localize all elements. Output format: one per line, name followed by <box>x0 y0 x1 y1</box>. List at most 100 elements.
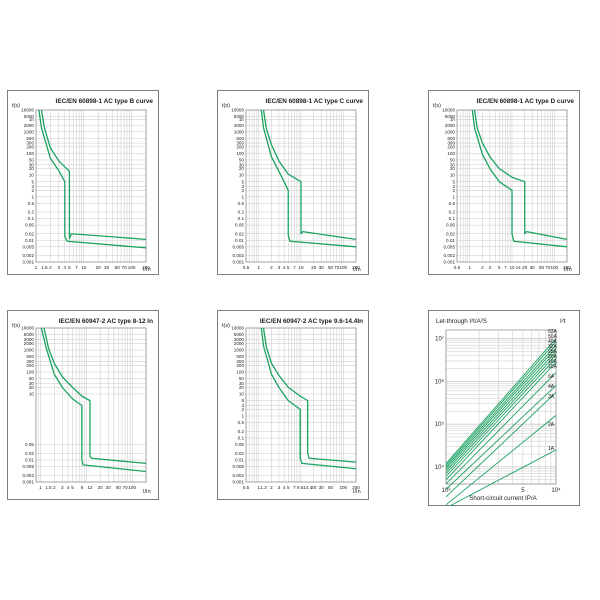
y-tick-label: 0.02 <box>235 231 244 236</box>
y-tick-label: 0.005 <box>444 244 456 249</box>
y-axis-label: t(s) <box>12 323 20 329</box>
y-tick-label: 3 <box>241 184 244 189</box>
plot-area: 1000050003000200010005003002001005030201… <box>21 326 147 490</box>
y-tick-label: 1000 <box>234 129 245 134</box>
y-tick-label: 2 <box>241 407 244 412</box>
y-tick-label: 1 <box>31 194 34 199</box>
series-label: 25A <box>548 349 558 355</box>
y-tick-label: 200 <box>236 144 244 149</box>
y-tick-label: 100 <box>26 151 34 156</box>
x-tick-label: 3 <box>58 265 61 270</box>
y-tick-label: 0.2 <box>449 210 456 215</box>
y-tick-label: 3 <box>31 184 34 189</box>
x-tick-label: 4 <box>64 265 67 270</box>
x-tick-label: 20 <box>98 485 104 490</box>
y-tick-label: 0.1 <box>238 436 245 441</box>
trip-curve-lower <box>40 327 147 473</box>
series-label: 10A <box>548 364 558 370</box>
x-tick-label: 100 <box>339 485 347 490</box>
x-tick-label: 200 <box>352 485 360 490</box>
y-tick-label: 500 <box>236 354 244 359</box>
y-tick-label: 5000 <box>24 332 35 337</box>
y-tick-label: 5 <box>241 179 244 184</box>
y-tick-label: 1 <box>452 194 455 199</box>
x-axis-label: I/In <box>353 267 361 273</box>
y-tick-label: 30 <box>239 162 245 167</box>
y-tick-label: 0.5 <box>449 201 456 206</box>
y-tick-label: 300 <box>447 141 455 146</box>
x-tick-label: 50 <box>328 265 334 270</box>
chart-svg: IEC/EN 60947-2 AC type 9.6-14.4In t(s) I… <box>217 310 369 500</box>
trip-curve-upper <box>262 109 357 241</box>
x-tick-label: 2 <box>270 485 273 490</box>
x-tick-label: 20 <box>522 265 528 270</box>
x-tick-label: 7 <box>293 265 296 270</box>
x-tick-label: 14.4 <box>303 485 312 490</box>
y-tick-label: 0.05 <box>25 223 34 228</box>
y-tick-label: 0.002 <box>444 253 456 258</box>
let-through-line-3A <box>445 392 557 498</box>
x-tick-label: 50 <box>115 265 121 270</box>
y-tick-label: 0.002 <box>23 253 35 258</box>
y-tick-label: 0.01 <box>235 458 244 463</box>
y-tick-label: 0.005 <box>233 244 245 249</box>
y-tick-label: 500 <box>236 136 244 141</box>
y-tick-label: 30 <box>239 381 245 386</box>
let-through-line-50A <box>445 341 557 466</box>
y-tick-label: 2 <box>241 188 244 193</box>
y-tick-label: 50 <box>29 158 35 163</box>
y-tick-label: 1000 <box>445 129 456 134</box>
chart-title: IEC/EN 60898-1 AC type B curve <box>56 98 154 105</box>
y-tick-label: 0.5 <box>238 201 245 206</box>
chart-title: IEC/EN 60898-1 AC type C curve <box>266 98 364 105</box>
y-tick-label: 0.001 <box>23 480 35 485</box>
y-tick-label: 200 <box>447 144 455 149</box>
trip-curve-upper <box>43 327 147 465</box>
y-tick-label: 200 <box>26 363 34 368</box>
series-label: 2A <box>548 422 555 428</box>
y-tick-label: 500 <box>447 136 455 141</box>
series-label: 6A <box>548 374 555 380</box>
series-label: 50A <box>548 334 558 340</box>
y-tick-label: 0.05 <box>25 442 34 447</box>
plot-border <box>35 109 147 263</box>
x-tick-label: 1.5 <box>45 485 52 490</box>
y-tick-label: 300 <box>236 141 244 146</box>
chart-title: IEC/EN 60947-2 AC type 9.6-14.4In <box>260 318 363 325</box>
x-tick-label: 10 <box>81 265 87 270</box>
y-tick-label: 5000 <box>234 332 245 337</box>
x-tick-label: 5 <box>68 265 71 270</box>
x-tick-label: 70 <box>123 485 129 490</box>
x-tick-label: 50 <box>539 265 545 270</box>
y-tick-label: 100 <box>26 370 34 375</box>
plot-area: 1000050001h20001000500300200100503020105… <box>231 108 360 270</box>
y-tick-label: 1 <box>241 194 244 199</box>
y-tick-label: 10⁷ <box>435 336 444 343</box>
plot-border <box>445 329 557 485</box>
x-tick-label: 10 <box>298 265 304 270</box>
let-through-line-32A <box>445 347 557 470</box>
chart-svg: IEC/EN 60947-2 AC type 8-12 In t(s) I/In… <box>7 310 159 500</box>
x-tick-label: 7 <box>504 265 507 270</box>
y-tick-label: 0.1 <box>449 216 456 221</box>
plot-border <box>35 327 147 483</box>
y-axis-label: t(s) <box>222 103 230 109</box>
x-tick-label: 2 <box>49 265 52 270</box>
plot-border <box>245 109 357 263</box>
y-tick-label: 20 <box>29 166 35 171</box>
y-tick-label: 0.001 <box>233 260 245 265</box>
y-tick-label: 3000 <box>234 337 245 342</box>
y-tick-label: 0.05 <box>235 442 244 447</box>
y-tick-label: 20 <box>450 166 456 171</box>
x-tick-label: 0.5 <box>243 485 250 490</box>
series-label: 4A <box>548 384 555 390</box>
chart-panel-d-curve: IEC/EN 60898-1 AC type D curve t(s) I/In… <box>428 90 580 275</box>
series-label: 16A <box>548 359 558 365</box>
y-tick-label: 3 <box>241 403 244 408</box>
y-tick-label: 0.05 <box>446 223 455 228</box>
let-through-line-16A <box>445 357 557 477</box>
let-through-line-40A <box>445 344 557 468</box>
plot-border <box>456 109 568 263</box>
y-tick-label: 200 <box>236 363 244 368</box>
x-tick-label: 100 <box>128 485 136 490</box>
